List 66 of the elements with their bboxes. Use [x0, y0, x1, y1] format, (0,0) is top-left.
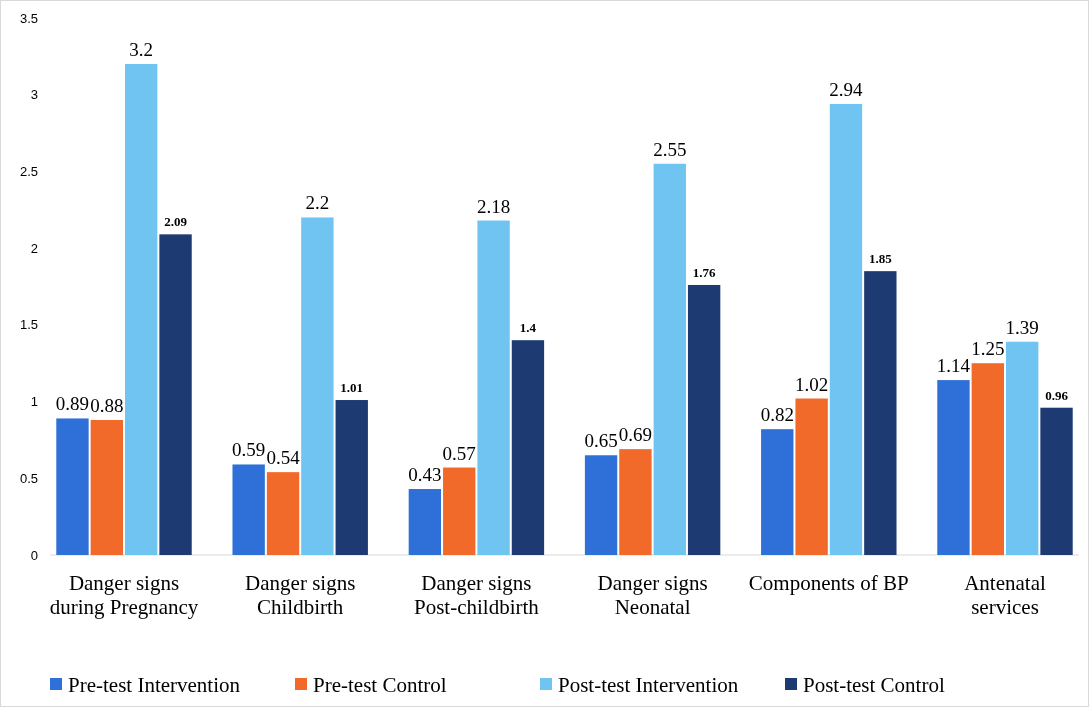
data-label: 1.14 [936, 355, 971, 377]
data-label: 2.94 [829, 78, 864, 100]
bar [1006, 341, 1039, 555]
bar [795, 398, 828, 555]
y-tick-label: 3.5 [19, 10, 38, 26]
data-label: 3.2 [129, 39, 154, 61]
data-label: 0.69 [618, 424, 653, 446]
bar [971, 363, 1004, 555]
y-tick-label: 0 [30, 547, 38, 563]
data-label: 1.01 [340, 380, 364, 396]
x-tick-label: Antenatal services [964, 571, 1046, 619]
y-tick-label: 1 [30, 394, 38, 410]
x-tick-label: Components of BP [748, 571, 909, 595]
data-label: 2.55 [653, 138, 687, 160]
legend-label: Pre-test Control [313, 673, 447, 698]
legend-label: Post-test Control [803, 673, 945, 698]
bar [761, 429, 794, 555]
bar [477, 220, 510, 555]
data-label: 0.65 [584, 430, 618, 452]
bar [408, 489, 442, 555]
data-label: 2.2 [305, 192, 330, 214]
x-tick-label: Danger signs Post-childbirth [413, 571, 540, 619]
bar [584, 455, 618, 555]
bar [125, 64, 158, 555]
bar [443, 467, 476, 555]
data-label: 1.25 [971, 338, 1005, 360]
data-label: 1.76 [692, 264, 717, 280]
bar [511, 340, 545, 555]
bar [266, 472, 300, 555]
y-tick-label: 2.5 [19, 163, 38, 179]
data-label: 0.82 [760, 404, 794, 426]
bar [687, 284, 721, 555]
bar [864, 271, 897, 555]
data-label: 0.88 [90, 394, 124, 416]
data-label: 0.43 [408, 464, 442, 486]
bar [829, 103, 863, 555]
data-label: 1.02 [794, 373, 829, 395]
y-tick-label: 1.5 [19, 317, 38, 333]
bar [619, 449, 652, 555]
data-label: 1.85 [868, 251, 893, 267]
bar [56, 418, 89, 555]
data-label: 0.59 [232, 439, 266, 461]
bar [301, 217, 334, 555]
bar [90, 419, 123, 555]
x-tick-label: Danger signs Childbirth [245, 571, 356, 619]
bar [232, 464, 265, 555]
bar [937, 380, 970, 555]
bar [653, 163, 686, 555]
x-tick-label: Danger signs Neonatal [597, 571, 708, 619]
bar [159, 234, 192, 555]
y-tick-label: 0.5 [19, 470, 38, 486]
data-label: 2.18 [476, 195, 511, 217]
data-label: 0.57 [442, 442, 476, 464]
bar [335, 400, 368, 555]
bar [1040, 407, 1073, 555]
data-label: 2.09 [164, 214, 188, 230]
data-label: 0.96 [1045, 387, 1069, 403]
legend-label: Post-test Intervention [558, 673, 739, 698]
data-label: 0.89 [55, 393, 90, 415]
legend-label: Pre-test Intervention [68, 673, 241, 698]
x-tick-label: Danger signs during Pregnancy [49, 571, 199, 619]
data-label: 0.54 [266, 447, 301, 469]
y-tick-label: 3 [30, 87, 38, 103]
data-label: 1.4 [519, 320, 537, 336]
y-tick-label: 2 [30, 240, 38, 256]
data-label: 1.39 [1005, 316, 1039, 338]
